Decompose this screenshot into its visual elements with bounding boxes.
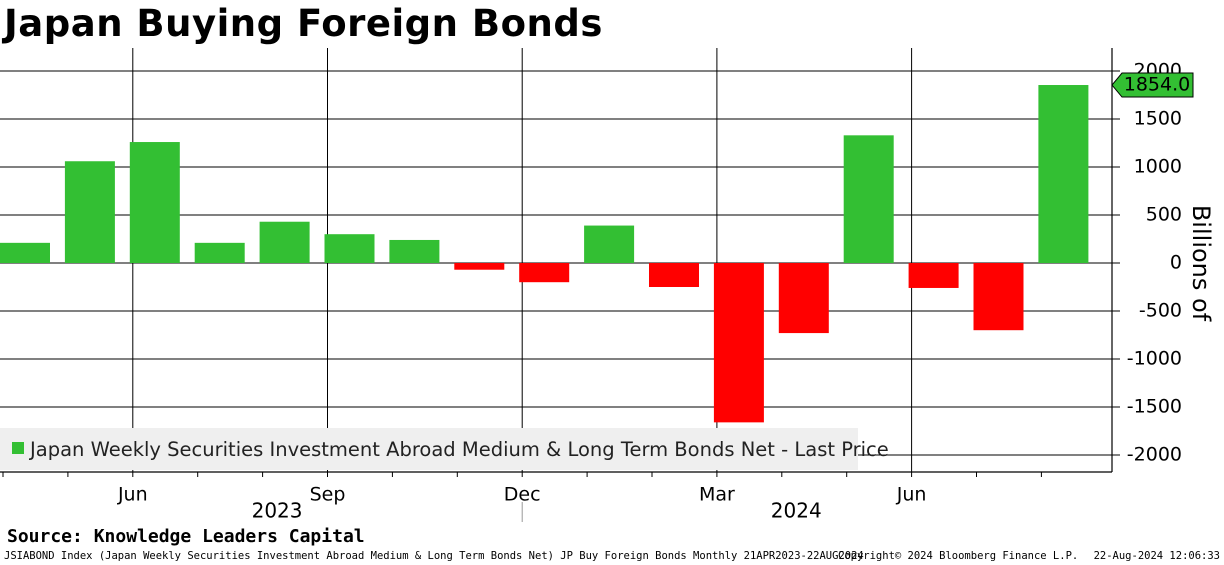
legend: Japan Weekly Securities Investment Abroa… (0, 428, 889, 470)
y-tick-label: 1000 (1134, 156, 1182, 178)
y-tick-label: 500 (1146, 204, 1182, 226)
legend-swatch (12, 442, 24, 454)
bar (129, 142, 180, 263)
y-tick-label: 0 (1170, 252, 1182, 274)
x-tick-label: Jun (117, 484, 148, 506)
y-tick-label: 1500 (1134, 108, 1182, 130)
bar (259, 221, 310, 263)
x-tick-label: Jun (896, 484, 927, 506)
bar (324, 234, 375, 263)
axes (0, 48, 1120, 522)
bar (389, 239, 440, 263)
bars (0, 85, 1089, 423)
bar (519, 263, 570, 283)
bar (713, 263, 764, 423)
x-axis-tick-labels: Jun Sep Dec Mar Jun 2023 2024 (117, 484, 926, 523)
bar (0, 242, 50, 263)
footer-copyright: Copyright© 2024 Bloomberg Finance L.P. (838, 550, 1079, 562)
bar (778, 263, 829, 334)
x-tick-label: Dec (504, 484, 541, 506)
y-tick-label: -1500 (1127, 396, 1182, 418)
x-tick-label: Mar (699, 484, 735, 506)
last-price-marker: 1854.0 (1111, 72, 1194, 98)
bar (843, 135, 894, 263)
bar (454, 263, 505, 270)
x-tick-label: Sep (310, 484, 346, 506)
legend-background (0, 428, 858, 470)
y-tick-label: -1000 (1127, 348, 1182, 370)
y-axis-label: Billions of (1187, 205, 1215, 322)
footer-timestamp: 22-Aug-2024 12:06:33 (1093, 550, 1220, 562)
bar (584, 225, 635, 263)
bar (649, 263, 699, 287)
bar (194, 242, 245, 263)
y-tick-label: -500 (1139, 300, 1182, 322)
bar (64, 161, 115, 263)
last-price-flag (1111, 72, 1194, 98)
chart-title: Japan Buying Foreign Bonds (4, 2, 603, 45)
legend-label: Japan Weekly Securities Investment Abroa… (28, 438, 889, 461)
source-note: Source: Knowledge Leaders Capital (7, 526, 365, 547)
year-label: 2024 (771, 499, 822, 523)
footer-index-description: JSIABOND Index (Japan Weekly Securities … (4, 550, 864, 562)
bar (908, 263, 959, 288)
last-price-label: 1854.0 (1124, 74, 1190, 96)
bar (1038, 85, 1089, 264)
year-label: 2023 (252, 499, 303, 523)
bar (973, 263, 1024, 331)
y-tick-label: -2000 (1127, 444, 1182, 466)
